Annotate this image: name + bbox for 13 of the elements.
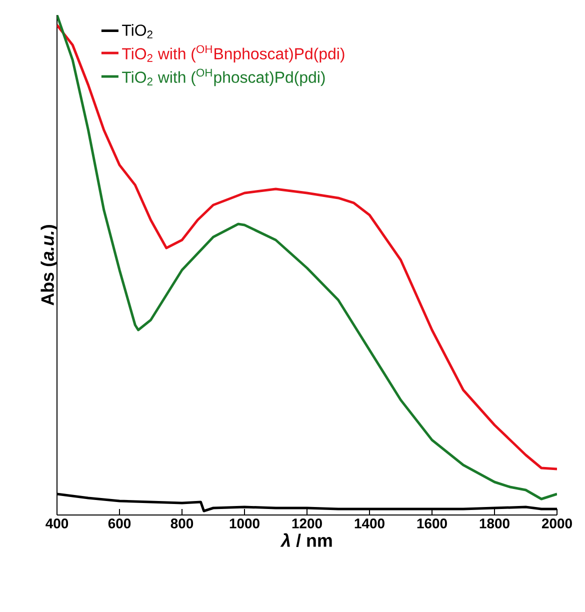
- x-axis-title: λ / nm: [280, 533, 332, 548]
- x-tick-label: 600: [108, 518, 131, 528]
- x-tick-label: 2000: [542, 518, 572, 528]
- legend-label: TiO$_{2}$ with ($^{OH}$phoscat)Pd(pdi): [122, 68, 325, 86]
- legend-label: TiO$_{2}$: [122, 24, 152, 38]
- x-tick-label: 1000: [230, 518, 260, 528]
- x-tick-label: 1800: [480, 518, 510, 528]
- x-tick-label: 800: [170, 518, 194, 528]
- x-tick-label: 1200: [292, 518, 322, 528]
- x-tick-label: 1400: [354, 518, 384, 528]
- x-tick-label: 400: [46, 518, 68, 528]
- legend-label: TiO$_{2}$ with ($^{OH}$Bnphoscat)Pd(pdi): [122, 45, 344, 63]
- x-tick-label: 1600: [417, 518, 447, 528]
